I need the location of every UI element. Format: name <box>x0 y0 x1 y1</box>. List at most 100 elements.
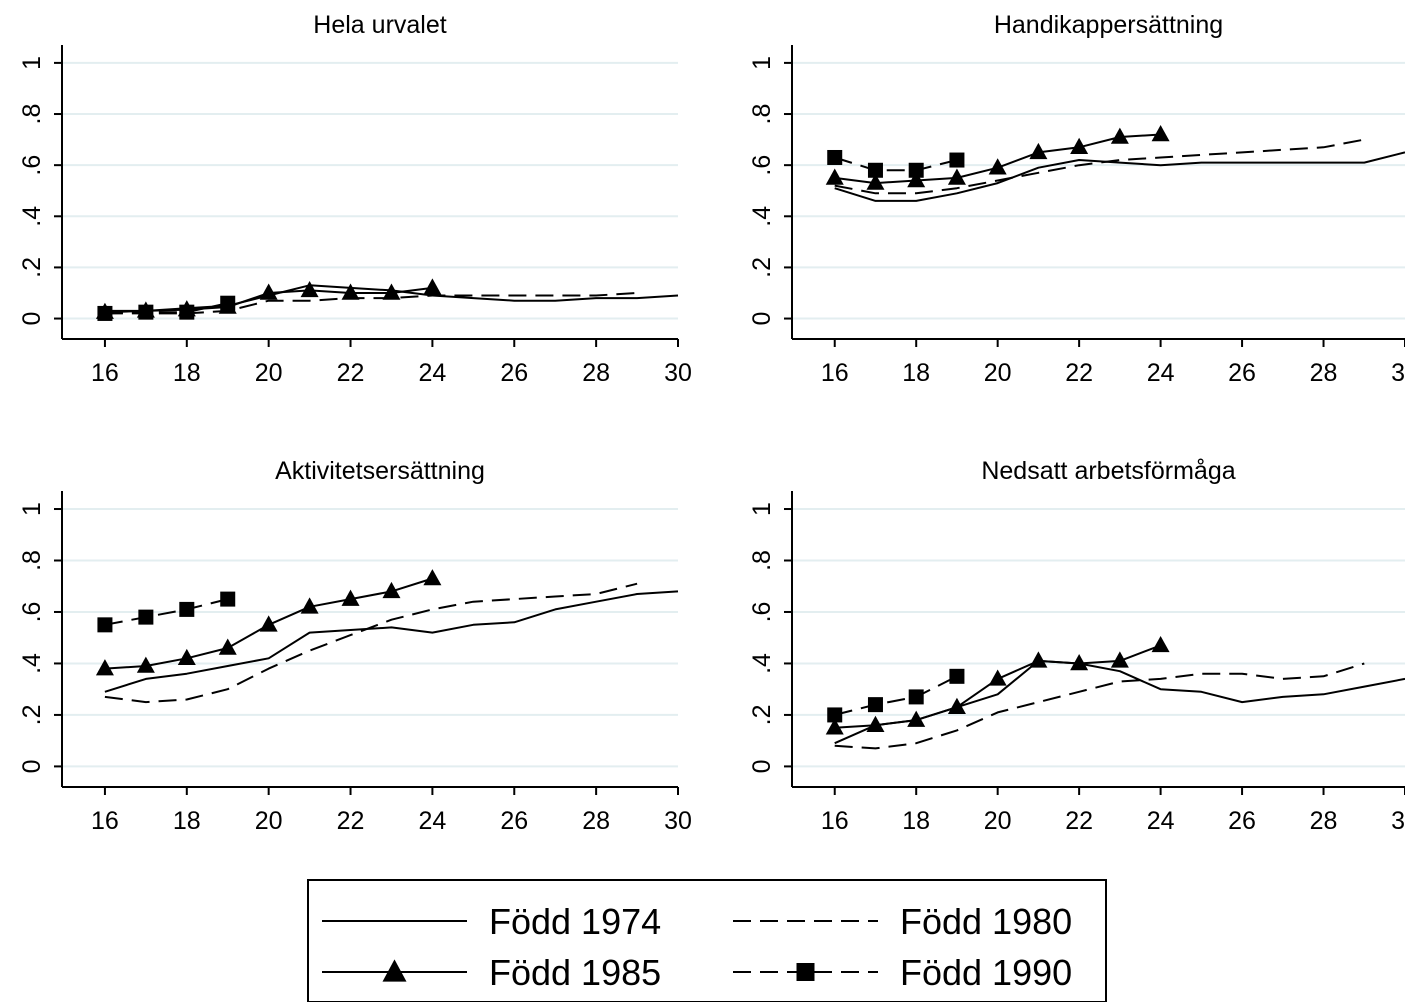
square-marker <box>867 162 883 178</box>
triangle-marker <box>907 710 926 727</box>
x-tick-label: 24 <box>1147 359 1175 387</box>
series-f-dd-1990-line <box>834 675 958 716</box>
legend: Född 1974 Född 1980 Född 1985 Född 1990 <box>307 879 1107 1002</box>
x-tick-label: 22 <box>337 359 365 387</box>
x-tick-label: 30 <box>664 359 692 387</box>
x-tick-label: 20 <box>984 807 1012 835</box>
triangle-marker <box>300 597 319 614</box>
y-tick-label: .6 <box>748 602 776 623</box>
y-tick-label: .4 <box>748 653 776 674</box>
series-f-dd-1985 <box>825 125 1170 190</box>
series-f-dd-1990-line <box>834 156 958 172</box>
y-tick-label: 0 <box>748 759 776 773</box>
x-tick-label: 22 <box>1065 359 1093 387</box>
legend-label: Född 1974 <box>489 901 661 942</box>
triangle-marker <box>423 278 442 295</box>
series-f-dd-1990 <box>97 295 236 321</box>
x-tick-label: 16 <box>91 359 119 387</box>
y-tick-label: .8 <box>748 104 776 125</box>
square-marker <box>97 617 113 633</box>
legend-item-f-dd-1980: Född 1980 <box>733 901 1072 942</box>
x-tick-label: 24 <box>1147 807 1175 835</box>
square-marker <box>908 162 924 178</box>
y-tick-label: .8 <box>18 550 46 571</box>
panel-title: Aktivitetsersättning <box>275 457 485 485</box>
series-f-dd-1980-line <box>834 138 1365 195</box>
y-tick-label: .2 <box>748 705 776 726</box>
y-tick-label: 1 <box>748 56 776 70</box>
x-tick-label: 26 <box>500 359 528 387</box>
y-tick-label: 1 <box>18 56 46 70</box>
series-f-dd-1974 <box>834 151 1405 202</box>
triangle-marker <box>1070 137 1089 155</box>
legend-item-f-dd-1990: Född 1990 <box>733 952 1072 993</box>
x-tick-label: 28 <box>582 359 610 387</box>
square-marker <box>97 305 113 321</box>
triangle-marker <box>423 569 442 586</box>
legend-item-f-dd-1985: Född 1985 <box>322 952 661 993</box>
y-tick-label: 1 <box>748 502 776 516</box>
triangle-marker <box>1151 125 1170 142</box>
x-tick-label: 18 <box>902 807 930 835</box>
triangle-marker <box>1070 654 1089 671</box>
x-tick-label: 30 <box>1391 807 1405 835</box>
square-marker <box>867 697 883 713</box>
x-tick-label: 30 <box>1391 359 1405 387</box>
triangle-marker <box>988 669 1007 686</box>
triangle-marker <box>1110 651 1129 668</box>
triangle-marker <box>95 659 114 676</box>
y-tick-label: .2 <box>18 257 46 278</box>
triangle-marker <box>218 638 237 655</box>
square-marker <box>908 689 924 705</box>
triangle-marker <box>947 168 966 185</box>
square-marker <box>179 601 195 617</box>
panel-title: Hela urvalet <box>313 11 446 39</box>
triangle-marker <box>866 715 885 732</box>
series-f-dd-1980-line <box>104 582 638 704</box>
series-f-dd-1990-line <box>104 598 228 626</box>
panel-title: Handikappersättning <box>994 11 1223 39</box>
x-tick-label: 26 <box>1228 807 1256 835</box>
triangle-marker <box>947 697 966 714</box>
series-f-dd-1980 <box>834 662 1365 750</box>
triangle-marker <box>341 589 360 606</box>
y-tick-label: .6 <box>18 155 46 176</box>
legend-square-marker <box>796 963 815 981</box>
square-marker <box>138 609 154 625</box>
y-tick-label: .8 <box>18 104 46 125</box>
triangle-marker <box>866 173 885 190</box>
triangle-marker <box>825 168 844 185</box>
triangle-marker <box>259 283 278 300</box>
legend-item-f-dd-1974: Född 1974 <box>322 901 661 942</box>
triangle-marker <box>300 280 319 298</box>
x-tick-label: 18 <box>173 807 201 835</box>
x-tick-label: 18 <box>173 359 201 387</box>
y-tick-label: .4 <box>748 206 776 227</box>
y-tick-label: .4 <box>18 653 46 674</box>
legend-label: Född 1980 <box>900 901 1072 942</box>
x-tick-label: 30 <box>664 807 692 835</box>
triangle-marker <box>382 283 401 300</box>
y-tick-label: 1 <box>18 502 46 516</box>
triangle-marker <box>177 648 196 666</box>
square-marker <box>949 152 965 168</box>
y-tick-label: .8 <box>748 550 776 571</box>
series-f-dd-1980-line <box>834 662 1365 750</box>
square-marker <box>827 149 843 165</box>
series-f-dd-1990 <box>827 668 965 723</box>
x-tick-label: 28 <box>1310 807 1338 835</box>
x-tick-label: 22 <box>337 807 365 835</box>
x-tick-label: 16 <box>821 807 849 835</box>
series-f-dd-1990 <box>97 591 236 633</box>
series-f-dd-1974-line <box>834 151 1405 202</box>
x-tick-label: 20 <box>984 359 1012 387</box>
y-tick-label: 0 <box>18 312 46 326</box>
panel-handikappers-ttning: Handikappersättning 0 .2 .4 .6 .8 1 16 18 20 22 24 2… <box>748 11 1405 387</box>
series-f-dd-1990 <box>827 149 965 178</box>
triangle-marker <box>1110 127 1129 144</box>
x-tick-label: 18 <box>902 359 930 387</box>
y-tick-label: 0 <box>18 759 46 773</box>
triangle-marker <box>382 581 401 599</box>
y-tick-label: .6 <box>748 155 776 176</box>
x-tick-label: 24 <box>418 807 446 835</box>
